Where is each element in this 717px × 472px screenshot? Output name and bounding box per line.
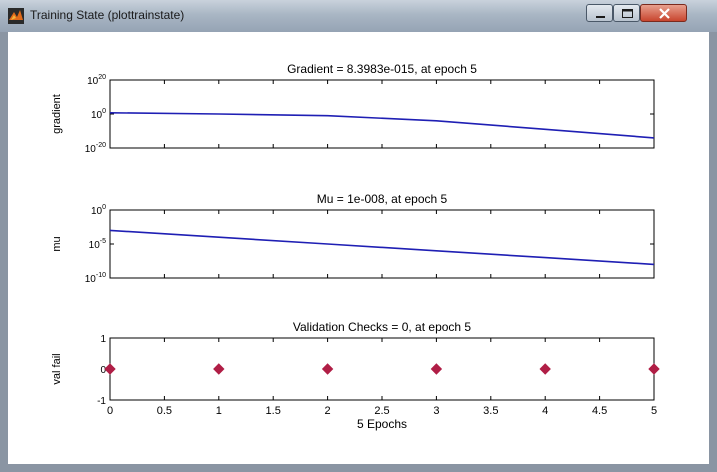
plot-1-ytick-label: 100 bbox=[91, 108, 106, 121]
plot-3-xtick-label: 1 bbox=[216, 405, 222, 417]
plot-2-ylabel: mu bbox=[51, 236, 63, 251]
plot-3-ytick-label: 0 bbox=[100, 365, 106, 376]
training-state-plots: Gradient = 8.3983e-015, at epoch 5 gradie… bbox=[51, 62, 660, 431]
plot-2-ytick-label: 10-10 bbox=[85, 272, 106, 285]
plot-3-point bbox=[430, 363, 443, 375]
plot-3-xlabel: 5 Epochs bbox=[357, 417, 407, 431]
window-frame-left bbox=[0, 32, 8, 472]
close-icon bbox=[659, 8, 670, 19]
plot-3-xtick-label: 2.5 bbox=[374, 405, 389, 417]
figure-area: Gradient = 8.3983e-015, at epoch 5 gradie… bbox=[8, 32, 709, 464]
plot-3-ytick-label: 1 bbox=[100, 334, 106, 345]
plot-2-ytick-label: 10-5 bbox=[89, 238, 106, 251]
plot-1-series-line bbox=[109, 112, 655, 139]
plot-3-point bbox=[104, 363, 116, 375]
plot-1-ylabel: gradient bbox=[51, 94, 63, 134]
window-frame-bottom bbox=[0, 464, 717, 472]
plot-3-point bbox=[321, 363, 334, 375]
plot-1-ytick-label: 10-20 bbox=[85, 142, 106, 155]
plot-3-xtick-label: 2 bbox=[325, 405, 331, 417]
plot-3-xtick-label: 1.5 bbox=[266, 405, 281, 417]
plot-3-xtick-label: 3.5 bbox=[483, 405, 498, 417]
plot-2-axes bbox=[109, 209, 655, 279]
window-title: Training State (plottrainstate) bbox=[30, 8, 185, 22]
matlab-icon bbox=[8, 8, 24, 24]
plot-3-xtick-label: 0.5 bbox=[157, 405, 172, 417]
minimize-icon bbox=[596, 16, 605, 18]
plot-3-xtick-label: 3 bbox=[433, 405, 439, 417]
maximize-icon bbox=[622, 9, 633, 18]
plot-3-ytick-label: -1 bbox=[97, 396, 106, 407]
plot-2-ytick-label: 100 bbox=[91, 204, 106, 217]
close-button[interactable] bbox=[640, 4, 687, 22]
plot-3-xtick-label: 4.5 bbox=[592, 405, 607, 417]
plot-3-point bbox=[648, 363, 660, 375]
title-bar[interactable]: Training State (plottrainstate) bbox=[0, 0, 717, 33]
plot-3-title: Validation Checks = 0, at epoch 5 bbox=[293, 320, 472, 334]
plot-3-point bbox=[539, 363, 551, 375]
plot-2-title: Mu = 1e-008, at epoch 5 bbox=[317, 192, 448, 206]
plot-1-ytick-label: 1020 bbox=[87, 74, 106, 87]
plot-3-xtick-label: 0 bbox=[107, 405, 113, 417]
plot-3-point bbox=[213, 363, 225, 375]
plot-1-title: Gradient = 8.3983e-015, at epoch 5 bbox=[287, 62, 477, 76]
plot-3-axes bbox=[109, 337, 655, 401]
plot-3-ylabel: val fail bbox=[51, 353, 63, 384]
maximize-button[interactable] bbox=[613, 4, 640, 22]
plot-3-xtick-label: 5 bbox=[651, 405, 657, 417]
plot-2-series-line bbox=[109, 229, 655, 266]
plot-3-xtick-label: 4 bbox=[542, 405, 548, 417]
window-frame-right bbox=[709, 32, 717, 472]
minimize-button[interactable] bbox=[586, 4, 613, 22]
